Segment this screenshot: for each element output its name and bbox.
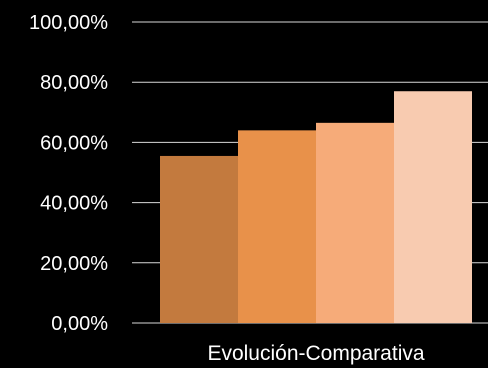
y-tick-label: 20,00%	[40, 253, 108, 275]
y-tick-label: 40,00%	[40, 193, 108, 215]
x-category-label: Evolución-Comparativa	[207, 342, 424, 365]
x-axis-labels: Evolución-Comparativa	[207, 342, 424, 365]
y-tick-label: 60,00%	[40, 132, 108, 154]
y-axis-ticks: 0,00% 20,00% 40,00% 60,00% 80,00% 100,00%	[29, 12, 108, 335]
bar	[316, 122, 394, 324]
bars	[160, 91, 472, 324]
y-tick-label: 100,00%	[29, 12, 108, 34]
y-tick-label: 0,00%	[51, 313, 108, 335]
bar	[238, 130, 316, 323]
y-tick-label: 80,00%	[40, 72, 108, 94]
bar	[160, 155, 238, 323]
bar	[394, 91, 472, 323]
